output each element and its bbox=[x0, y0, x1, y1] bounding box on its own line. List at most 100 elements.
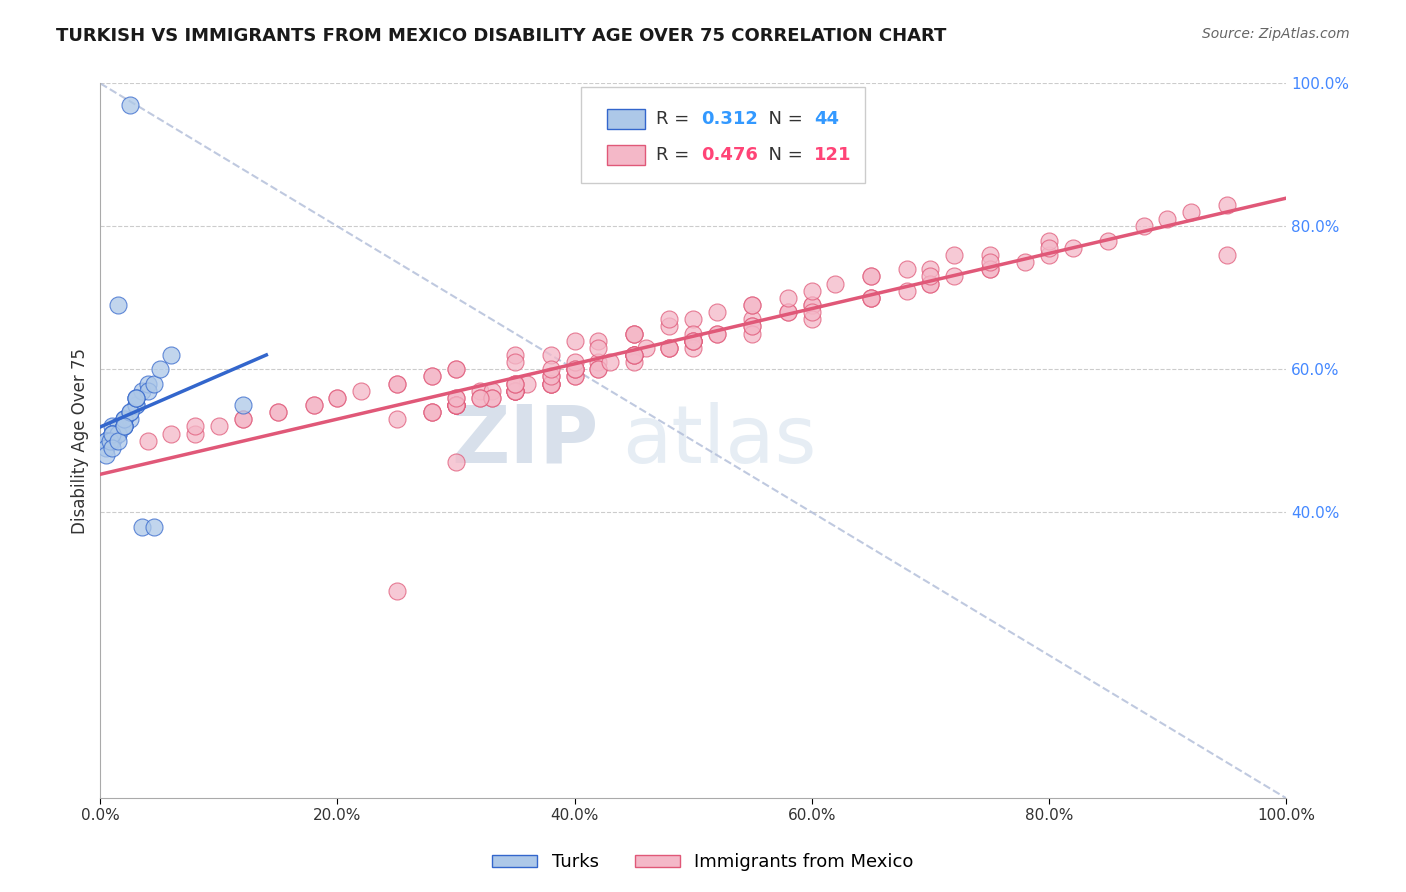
Point bbox=[658, 341, 681, 355]
Point bbox=[505, 384, 527, 398]
Point bbox=[564, 369, 586, 384]
Point bbox=[682, 334, 704, 348]
Point bbox=[444, 398, 467, 412]
Point bbox=[682, 334, 704, 348]
Text: atlas: atlas bbox=[621, 401, 817, 480]
Point bbox=[136, 376, 159, 391]
Point bbox=[184, 426, 207, 441]
Point bbox=[1215, 248, 1237, 262]
Point bbox=[267, 405, 290, 419]
Point bbox=[896, 284, 918, 298]
Point bbox=[588, 362, 610, 376]
Point bbox=[540, 376, 562, 391]
Point bbox=[481, 384, 503, 398]
Point bbox=[658, 341, 681, 355]
Point bbox=[444, 391, 467, 405]
Point bbox=[107, 419, 129, 434]
Point bbox=[468, 391, 491, 405]
Point bbox=[350, 384, 373, 398]
Point bbox=[706, 326, 728, 341]
Point bbox=[96, 441, 118, 455]
FancyBboxPatch shape bbox=[581, 87, 865, 184]
Point bbox=[588, 341, 610, 355]
Point bbox=[920, 269, 942, 284]
Legend: Turks, Immigrants from Mexico: Turks, Immigrants from Mexico bbox=[485, 847, 921, 879]
Point bbox=[658, 319, 681, 334]
Point bbox=[142, 519, 165, 533]
Point bbox=[468, 391, 491, 405]
Point bbox=[588, 334, 610, 348]
Point bbox=[741, 326, 763, 341]
Point bbox=[149, 362, 172, 376]
Point bbox=[96, 434, 118, 448]
Point bbox=[943, 269, 966, 284]
Point bbox=[1180, 205, 1202, 219]
Point bbox=[136, 384, 159, 398]
Point bbox=[623, 348, 645, 362]
Point bbox=[1062, 241, 1084, 255]
Point bbox=[385, 412, 408, 426]
Point bbox=[184, 419, 207, 434]
Point bbox=[420, 405, 443, 419]
Point bbox=[444, 362, 467, 376]
Point bbox=[107, 426, 129, 441]
Point bbox=[741, 312, 763, 326]
Point bbox=[112, 412, 135, 426]
Point bbox=[800, 298, 823, 312]
Text: ZIP: ZIP bbox=[451, 401, 599, 480]
Point bbox=[1097, 234, 1119, 248]
Point bbox=[112, 412, 135, 426]
Point bbox=[800, 305, 823, 319]
Point bbox=[468, 384, 491, 398]
Point bbox=[920, 277, 942, 291]
Point bbox=[979, 262, 1001, 277]
Point bbox=[741, 319, 763, 334]
Point bbox=[920, 262, 942, 277]
Point bbox=[101, 441, 124, 455]
Point bbox=[444, 455, 467, 469]
Point bbox=[540, 376, 562, 391]
Text: 121: 121 bbox=[814, 146, 852, 164]
Text: 0.476: 0.476 bbox=[702, 146, 758, 164]
Point bbox=[1038, 241, 1060, 255]
Point bbox=[125, 391, 148, 405]
Point bbox=[302, 398, 325, 412]
Point bbox=[505, 376, 527, 391]
Point bbox=[540, 348, 562, 362]
Point bbox=[131, 384, 153, 398]
Point bbox=[444, 398, 467, 412]
Point bbox=[979, 262, 1001, 277]
Point bbox=[741, 319, 763, 334]
Point bbox=[267, 405, 290, 419]
Point bbox=[859, 269, 882, 284]
Point bbox=[160, 348, 183, 362]
FancyBboxPatch shape bbox=[606, 145, 644, 165]
Point bbox=[420, 405, 443, 419]
Point bbox=[943, 248, 966, 262]
Point bbox=[420, 405, 443, 419]
Point bbox=[682, 326, 704, 341]
Text: Source: ZipAtlas.com: Source: ZipAtlas.com bbox=[1202, 27, 1350, 41]
Point bbox=[979, 248, 1001, 262]
Point bbox=[96, 434, 118, 448]
Text: 0.312: 0.312 bbox=[702, 111, 758, 128]
Point bbox=[920, 277, 942, 291]
Point bbox=[623, 326, 645, 341]
Point bbox=[564, 362, 586, 376]
Point bbox=[131, 519, 153, 533]
FancyBboxPatch shape bbox=[606, 109, 644, 129]
Point bbox=[682, 334, 704, 348]
Point bbox=[540, 369, 562, 384]
Point bbox=[101, 426, 124, 441]
Point bbox=[385, 583, 408, 598]
Point bbox=[741, 298, 763, 312]
Point bbox=[658, 341, 681, 355]
Text: R =: R = bbox=[657, 146, 696, 164]
Point bbox=[623, 348, 645, 362]
Point bbox=[232, 398, 254, 412]
Point bbox=[112, 419, 135, 434]
Point bbox=[658, 312, 681, 326]
Point bbox=[776, 291, 799, 305]
Point bbox=[444, 398, 467, 412]
Text: TURKISH VS IMMIGRANTS FROM MEXICO DISABILITY AGE OVER 75 CORRELATION CHART: TURKISH VS IMMIGRANTS FROM MEXICO DISABI… bbox=[56, 27, 946, 45]
